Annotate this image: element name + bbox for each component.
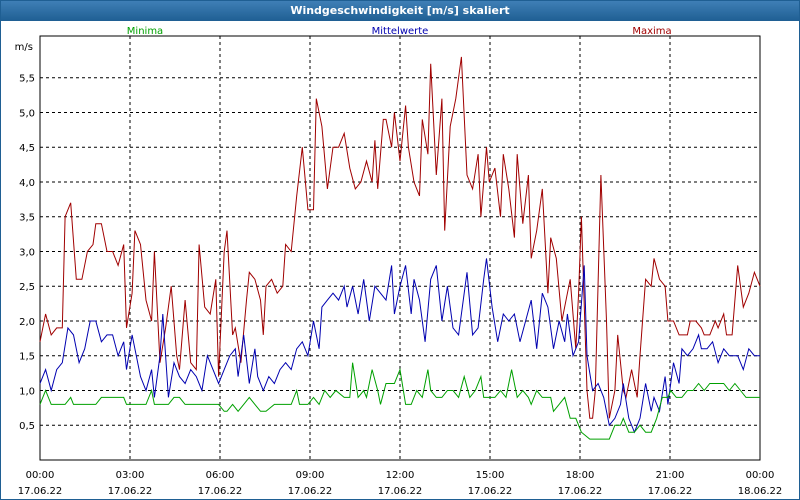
legend-entry-maxima: Maxima xyxy=(632,26,671,37)
y-tick-label-0: 0,5 xyxy=(19,421,35,432)
y-tick-label-7: 4,0 xyxy=(19,178,35,189)
x-tick-date-0: 17.06.22 xyxy=(18,486,63,497)
x-tick-date-5: 17.06.22 xyxy=(468,486,513,497)
x-axis: 00:00 17.06.22 03:00 17.06.22 06:00 17.06.22 0… xyxy=(18,470,783,497)
series-line-mittelwerte xyxy=(39,258,760,434)
y-tick-label-2: 1,5 xyxy=(19,352,35,363)
y-tick-label-3: 2,0 xyxy=(19,317,35,328)
x-tick-time-7: 21:00 xyxy=(656,470,685,481)
y-tick-label-8: 4,5 xyxy=(19,143,35,154)
x-tick-time-2: 06:00 xyxy=(206,470,235,481)
y-tick-label-5: 3,0 xyxy=(19,247,35,258)
x-tick-date-6: 17.06.22 xyxy=(558,486,603,497)
x-tick-date-1: 17.06.22 xyxy=(108,486,153,497)
chart-title: Windgeschwindigkeit [m/s] skaliert xyxy=(1,1,799,21)
series-line-maxima xyxy=(39,56,761,419)
y-axis-label: m/s xyxy=(15,42,33,53)
y-tick-label-10: 5,5 xyxy=(19,74,35,85)
y-tick-label-1: 1,0 xyxy=(19,386,35,397)
plot-frame xyxy=(39,35,761,461)
series-lines xyxy=(39,56,761,440)
x-tick-time-0: 00:00 xyxy=(26,470,55,481)
x-tick-date-7: 17.06.22 xyxy=(648,486,693,497)
x-tick-date-3: 17.06.22 xyxy=(288,486,333,497)
x-tick-time-8: 00:00 xyxy=(746,470,775,481)
legend: Minima Mittelwerte Maxima xyxy=(127,26,672,37)
x-tick-date-4: 17.06.22 xyxy=(378,486,423,497)
y-tick-label-4: 2,5 xyxy=(19,282,35,293)
y-axis: 0,5 1,0 1,5 2,0 2,5 3,0 3,5 4,0 4,5 5,0 5,5 xyxy=(19,74,35,433)
grid xyxy=(40,36,760,460)
legend-entry-mittelwerte: Mittelwerte xyxy=(372,26,429,37)
series-line-minima xyxy=(39,362,760,440)
legend-entry-minima: Minima xyxy=(127,26,163,37)
x-tick-time-4: 12:00 xyxy=(386,470,415,481)
y-tick-label-9: 5,0 xyxy=(19,108,35,119)
x-tick-time-5: 15:00 xyxy=(476,470,505,481)
y-tick-label-6: 3,5 xyxy=(19,213,35,224)
x-tick-time-1: 03:00 xyxy=(116,470,145,481)
x-tick-date-2: 17.06.22 xyxy=(198,486,243,497)
x-tick-time-6: 18:00 xyxy=(566,470,595,481)
x-tick-date-8: 18.06.22 xyxy=(738,486,783,497)
x-tick-time-3: 09:00 xyxy=(296,470,325,481)
